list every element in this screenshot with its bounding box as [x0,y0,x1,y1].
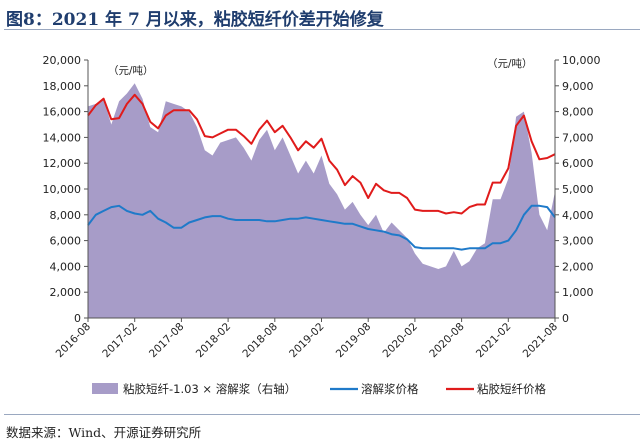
left-axis-tick-label: 2,000 [50,286,82,299]
left-axis-tick-label: 18,000 [43,80,82,93]
right-axis-tick-label: 1,000 [562,286,594,299]
x-axis-tick-label: 2020-02 [381,321,421,361]
right-axis-tick-label: 6,000 [562,157,594,170]
x-axis-tick-label: 2020-08 [427,321,467,361]
x-axis-tick-label: 2019-08 [334,321,374,361]
legend-label-area: 粘胶短纤-1.03 × 溶解浆（右轴） [123,382,296,396]
x-axis-tick-label: 2017-08 [147,321,187,361]
left-axis-tick-label: 6,000 [50,235,82,248]
right-axis-tick-label: 0 [562,312,569,325]
x-axis-tick-label: 2021-08 [521,321,561,361]
source-note: 数据来源：Wind、开源证券研究所 [6,425,202,440]
left-axis-tick-label: 14,000 [43,131,82,144]
x-axis-tick-label: 2019-02 [287,321,327,361]
right-axis-tick-label: 3,000 [562,235,594,248]
right-axis-tick-label: 9,000 [562,80,594,93]
left-axis-tick-label: 4,000 [50,260,82,273]
right-axis-tick-label: 8,000 [562,106,594,119]
chart: 0 2,000 4,000 6,000 8,000 10,000 12,000 14,000 1… [43,54,601,396]
x-axis-tick-label: 2018-02 [194,321,234,361]
area-series-0 [88,83,555,318]
left-axis-tick-label: 12,000 [43,157,82,170]
line-series-2 [87,93,556,215]
x-axis-tick-label: 2018-08 [240,321,280,361]
x-axis-tick-label: 2021-02 [474,321,514,361]
figure-title: 图8：2021 年 7 月以来，粘胶短纤价差开始修复 [6,10,384,30]
legend-label-pulp: 溶解浆价格 [361,382,419,396]
right-axis-tick-label: 10,000 [562,54,601,67]
right-axis-tick-label: 2,000 [562,260,594,273]
line-series-1 [87,204,556,251]
right-axis-tick-label: 5,000 [562,183,594,196]
right-axis-tick-label: 7,000 [562,131,594,144]
left-axis-tick-label: 16,000 [43,106,82,119]
left-axis-unit: （元/吨） [108,64,154,77]
x-axis-tick-label: 2017-02 [100,321,140,361]
left-axis-tick-label: 20,000 [43,54,82,67]
right-axis-unit: （元/吨） [487,57,533,70]
legend-label-vsf: 粘胶短纤价格 [477,382,546,396]
source-rule [4,414,640,415]
left-axis-tick-label: 10,000 [43,183,82,196]
right-axis-tick-label: 4,000 [562,209,594,222]
x-axis-tick-label: 2016-08 [54,321,94,361]
title-rule [4,29,640,30]
left-axis-tick-label: 8,000 [50,209,82,222]
legend-swatch-area [92,383,118,394]
left-axis-tick-label: 0 [74,312,81,325]
